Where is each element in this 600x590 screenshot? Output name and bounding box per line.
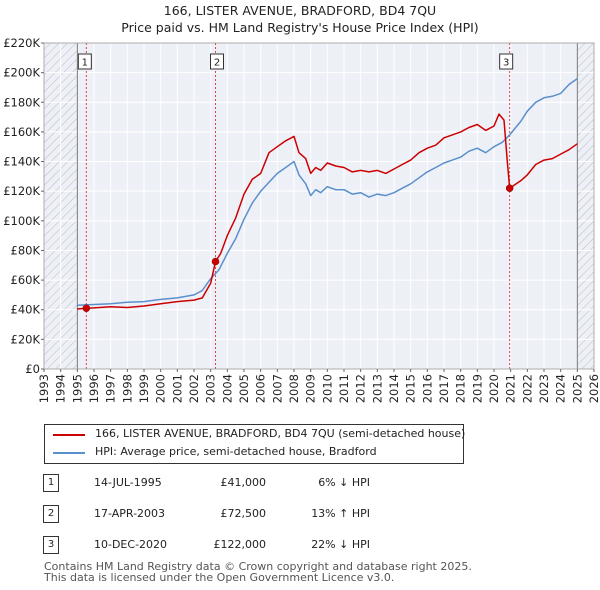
x-tick-label: 2008 (287, 374, 301, 403)
sale-hpi-diff: 6% ↓ HPI (318, 476, 370, 489)
x-tick-label: 2020 (487, 374, 501, 403)
sale-price: £41,000 (220, 476, 267, 489)
sale-label-box-3 (499, 53, 514, 70)
sale-date: 14-JUL-1995 (94, 476, 162, 489)
sale-label-3: 3 (503, 58, 509, 69)
y-tick-label: £40K (11, 303, 41, 317)
series-line-property (77, 113, 578, 310)
sale-row: 2 17-APR-2003 £72,500 13% ↑ HPI (0, 505, 600, 525)
x-tick-label: 2021 (504, 374, 518, 403)
chart-title-line2: Price paid vs. HM Land Registry's House … (121, 20, 479, 35)
x-tick-label: 2011 (337, 374, 351, 403)
x-tick-label: 2023 (537, 374, 551, 403)
chart-legend: 166, LISTER AVENUE, BRADFORD, BD4 7QU (s… (44, 424, 466, 464)
sale-label-box-2 (210, 53, 224, 70)
chart-title-line1: 166, LISTER AVENUE, BRADFORD, BD4 7QU (163, 3, 437, 18)
x-tick-label: 2017 (437, 374, 451, 403)
x-tick-label: 2005 (237, 374, 251, 403)
x-tick-label: 2007 (270, 374, 284, 403)
x-tick-label: 2012 (354, 374, 368, 403)
x-tick-label: 1997 (104, 374, 118, 403)
price-chart: 1 2 3 £0 £20K £40K £60K £80K £100K £120K £140K £160… (3, 36, 600, 403)
sale-hpi-diff: 13% ↑ HPI (311, 507, 370, 520)
x-tick-label: 2016 (420, 374, 434, 403)
x-tick-label: 1995 (70, 374, 84, 403)
x-tick-label: 2022 (520, 374, 534, 403)
legend-label-hpi: HPI: Average price, semi-detached house,… (95, 445, 377, 458)
x-tick-label: 2006 (254, 374, 268, 403)
y-tick-label: £180K (3, 95, 40, 109)
x-tick-label: 2009 (304, 374, 318, 403)
legend-swatch-property (53, 434, 85, 436)
y-tick-label: £20K (11, 332, 41, 346)
y-tick-label: £160K (3, 125, 40, 139)
y-tick-label: £120K (3, 184, 40, 198)
hatched-area-after (577, 43, 594, 369)
sale-label-1: 1 (82, 58, 88, 69)
sale-price: £72,500 (220, 507, 267, 520)
x-tick-label: 1999 (137, 374, 151, 403)
x-tick-label: 2003 (204, 374, 218, 403)
x-tick-label: 2000 (154, 374, 168, 403)
sale-price: £122,000 (213, 538, 267, 551)
plot-background (44, 43, 594, 369)
x-tick-label: 1996 (87, 374, 101, 403)
x-tick-label: 2001 (170, 374, 184, 403)
x-tick-label: 2024 (554, 374, 568, 403)
sale-date: 17-APR-2003 (94, 507, 166, 520)
sale-date: 10-DEC-2020 (94, 538, 168, 551)
x-tick-label: 2018 (454, 374, 468, 403)
footer-licence: This data is licensed under the Open Gov… (44, 571, 395, 584)
x-tick-label: 2014 (387, 374, 401, 403)
plot-frame (43, 42, 595, 370)
x-tick-label: 2015 (404, 374, 418, 403)
footer-copyright: Contains HM Land Registry data © Crown c… (44, 560, 472, 573)
x-tick-label: 2026 (587, 374, 600, 403)
x-tick-label: 1993 (37, 374, 51, 403)
sale-point-2 (211, 257, 220, 266)
x-tick-label: 1998 (120, 374, 134, 403)
sale-number: 3 (43, 536, 59, 554)
y-tick-label: £0 (25, 362, 40, 376)
y-tick-label: £60K (11, 273, 41, 287)
y-tick-label: £220K (3, 36, 40, 50)
sale-label-2: 2 (214, 58, 220, 69)
sale-point-1 (82, 304, 91, 312)
y-tick-label: £80K (11, 243, 41, 257)
x-tick-label: 2004 (220, 374, 234, 403)
sale-hpi-diff: 22% ↓ HPI (311, 538, 370, 551)
sale-number: 2 (43, 505, 59, 523)
legend-label-property: 166, LISTER AVENUE, BRADFORD, BD4 7QU (s… (95, 427, 466, 440)
y-tick-label: £140K (3, 155, 40, 169)
sale-row: 3 10-DEC-2020 £122,000 22% ↓ HPI (0, 536, 600, 556)
sale-number: 1 (43, 474, 59, 492)
series-line-hpi (77, 77, 578, 307)
x-tick-label: 2025 (570, 374, 584, 403)
x-tick-label: 2019 (470, 374, 484, 403)
x-tick-label: 2013 (370, 374, 384, 403)
sale-label-box-1 (77, 53, 92, 70)
sale-row: 1 14-JUL-1995 £41,000 6% ↓ HPI (0, 474, 600, 494)
y-tick-label: £100K (3, 214, 40, 228)
footer-note: Contains HM Land Registry data © Crown c… (44, 561, 472, 583)
legend-swatch-hpi (53, 452, 85, 454)
x-tick-label: 2002 (187, 374, 201, 403)
x-tick-label: 2010 (320, 374, 334, 403)
sale-point-3 (505, 184, 514, 192)
y-tick-label: £200K (3, 66, 40, 80)
x-tick-label: 1994 (54, 374, 68, 403)
